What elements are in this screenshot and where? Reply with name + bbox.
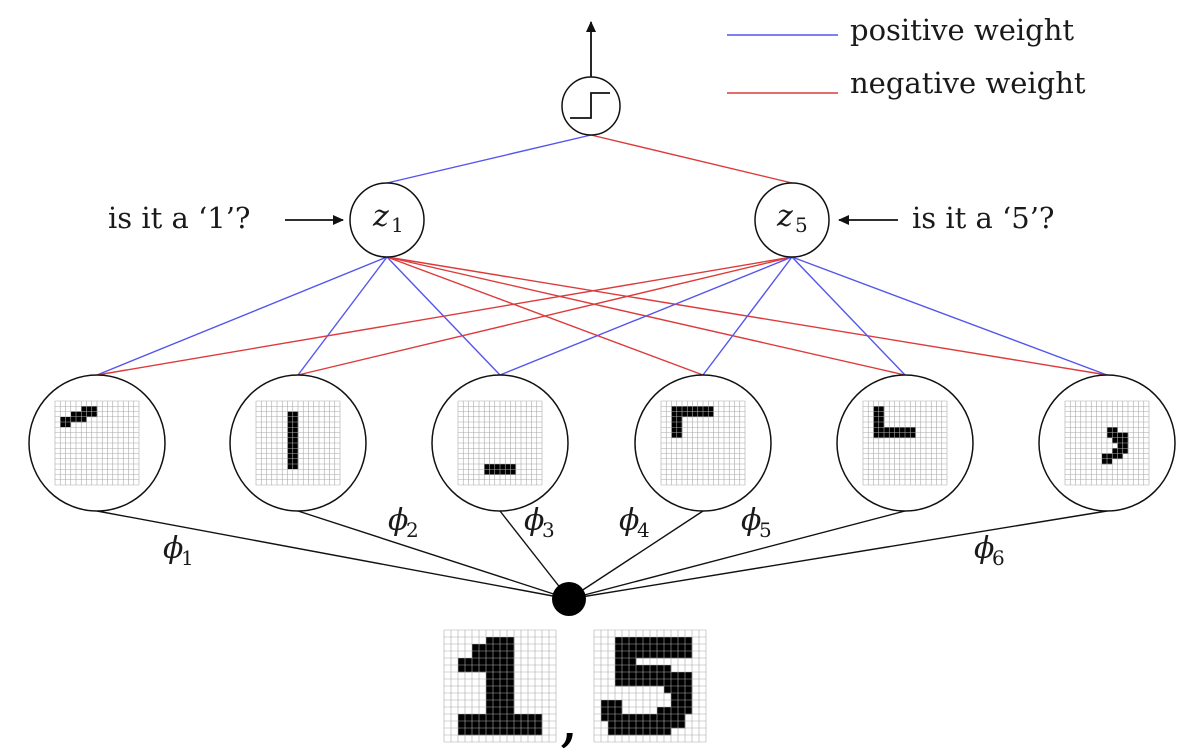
legend: positive weight negative weight: [727, 13, 1086, 100]
svg-text:ϕ: ϕ: [974, 531, 994, 566]
output-node: [561, 21, 621, 136]
hidden-node-z1-subscript: 1: [391, 213, 404, 237]
feature-label-3: ϕ 3: [524, 503, 555, 542]
z5-weight-line-5: [791, 256, 906, 376]
feature-input-line-4: [568, 510, 704, 600]
step-function-icon: [570, 92, 610, 119]
svg-text:ϕ: ϕ: [619, 503, 639, 538]
svg-text:6: 6: [992, 546, 1005, 570]
z5-weight-line-1: [96, 256, 793, 376]
hidden-node-z1: z 1: [349, 182, 425, 258]
z1-weight-line-1: [96, 256, 388, 376]
svg-text:5: 5: [759, 518, 772, 542]
hidden-node-z5-symbol: z: [776, 199, 793, 234]
z1-weight-line-2: [297, 256, 388, 376]
feature-input-line-2: [297, 510, 570, 600]
hidden-node-z5-subscript: 5: [795, 213, 808, 237]
feature-node-3: [431, 374, 569, 512]
hidden-node-z1-symbol: z: [372, 199, 389, 234]
feature-input-connections: [96, 510, 1108, 600]
z5-weight-line-2: [297, 256, 793, 376]
feature-label-2: ϕ 2: [388, 503, 419, 542]
feature-label-6: ϕ 6: [974, 531, 1005, 570]
weight-connections: [96, 134, 1108, 376]
legend-positive-label: positive weight: [850, 13, 1074, 47]
svg-text:2: 2: [406, 518, 419, 542]
input-digit-five: [593, 629, 707, 743]
feature-pattern-4: [660, 400, 746, 486]
svg-text:ϕ: ϕ: [524, 503, 544, 538]
input-node: [552, 582, 586, 616]
feature-labels: ϕ 1 ϕ 2 ϕ 3 ϕ 4 ϕ 5 ϕ 6: [163, 503, 1005, 570]
z5-weight-line-3: [499, 256, 793, 376]
feature-label-5: ϕ 5: [741, 503, 772, 542]
output-weight-line-1: [386, 134, 592, 184]
legend-negative-label: negative weight: [850, 66, 1086, 100]
question-z5: is it a ‘5’?: [912, 201, 1054, 235]
feature-input-line-1: [96, 510, 570, 600]
svg-text:1: 1: [181, 546, 194, 570]
z5-weight-line-4: [702, 256, 793, 376]
feature-node-2: [229, 374, 367, 512]
svg-text:ϕ: ϕ: [388, 503, 408, 538]
feature-pattern-5: [862, 400, 948, 486]
feature-input-line-3: [499, 510, 570, 600]
hidden-node-z5: z 5: [754, 182, 830, 258]
svg-text:4: 4: [637, 518, 650, 542]
feature-pattern-2: [255, 400, 341, 486]
feature-node-1: [28, 374, 166, 512]
feature-label-1: ϕ 1: [163, 531, 194, 570]
svg-text:3: 3: [542, 518, 555, 542]
feature-input-line-5: [568, 510, 906, 600]
svg-text:ϕ: ϕ: [163, 531, 183, 566]
feature-node-6: [1038, 374, 1176, 512]
feature-pattern-3: [457, 400, 543, 486]
z5-weight-line-6: [791, 256, 1108, 376]
feature-pattern-6: [1064, 400, 1150, 486]
input-separator: ,: [559, 682, 579, 755]
feature-nodes: [28, 374, 1176, 512]
feature-node-4: [634, 374, 772, 512]
svg-text:ϕ: ϕ: [741, 503, 761, 538]
feature-pattern-1: [54, 400, 140, 486]
feature-node-5: [836, 374, 974, 512]
input-digit-one: [443, 629, 557, 743]
output-weight-line-2: [590, 134, 793, 184]
feature-label-4: ϕ 4: [619, 503, 650, 542]
feature-input-line-6: [568, 510, 1108, 600]
question-z1: is it a ‘1’?: [108, 201, 250, 235]
input-digits: [443, 629, 707, 743]
